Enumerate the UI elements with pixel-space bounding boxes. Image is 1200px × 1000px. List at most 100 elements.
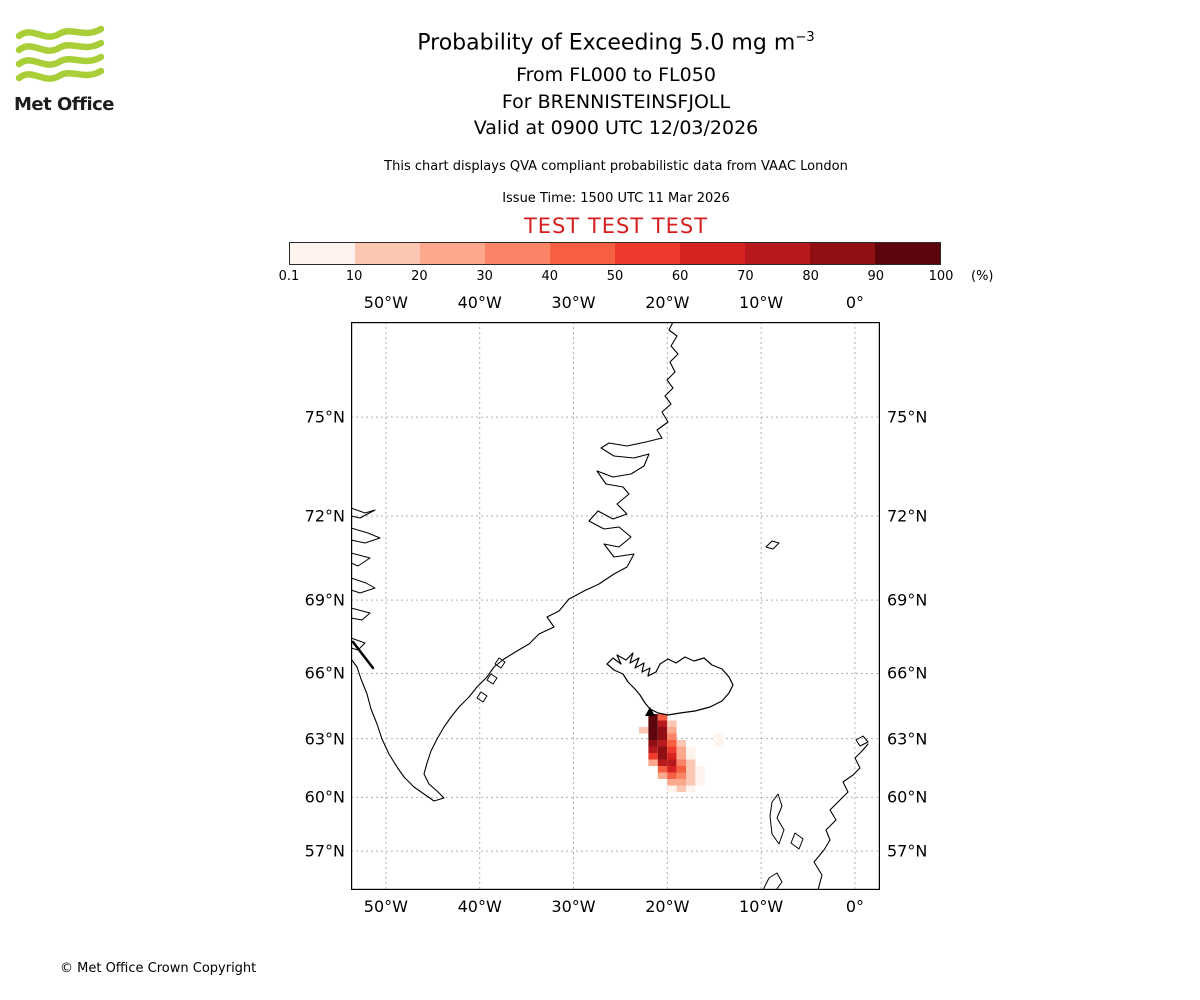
volcano-marker — [645, 707, 655, 716]
plume-cell — [686, 759, 696, 766]
longitude-tick-bottom: 40°W — [457, 897, 502, 916]
logo-wave — [15, 53, 105, 68]
colorbar-tick-label: 50 — [606, 269, 624, 284]
jan-mayen — [765, 540, 780, 550]
longitude-tick-top: 40°W — [457, 293, 502, 312]
colorbar-tick-label: 40 — [541, 269, 559, 284]
logo-wave — [15, 67, 105, 82]
chart-title-main: Probability of Exceeding 5.0 mg m — [417, 30, 796, 56]
volcano-line: For BRENNISTEINSFJOLL — [501, 91, 731, 113]
plume-cell — [676, 753, 686, 760]
offshore-islet-1 — [494, 657, 506, 669]
colorbar-segment-9 — [810, 243, 875, 264]
met-office-logo-text: Met Office — [14, 94, 115, 115]
plume-cell — [686, 772, 696, 779]
map-svg — [351, 322, 880, 890]
offshore-islet-3 — [476, 691, 488, 703]
plume-cell — [657, 766, 668, 773]
plume-cell — [686, 766, 696, 773]
colorbar-tick-label: 90 — [867, 269, 885, 284]
plume-cell — [667, 779, 677, 786]
plume-cell — [657, 772, 668, 779]
skye-islet — [790, 832, 804, 850]
longitude-tick-top: 10°W — [739, 293, 784, 312]
latitude-tick-right: 63°N — [887, 729, 928, 749]
colorbar-segment-3 — [420, 243, 485, 264]
plume-cell — [648, 733, 658, 740]
longitude-tick-bottom: 30°W — [551, 897, 596, 916]
logo-wave — [15, 25, 105, 40]
met-office-logo: Met Office — [14, 22, 134, 115]
plume-cell — [648, 740, 658, 747]
colorbar-segment-1 — [290, 243, 355, 264]
colorbar-unit-label: (%) — [971, 269, 994, 284]
qva-info-line: This chart displays QVA compliant probab… — [384, 159, 848, 174]
met-office-waves-icon — [15, 25, 105, 82]
plume-cell — [648, 727, 658, 734]
plume-cell — [676, 766, 686, 773]
plume-cell — [667, 772, 677, 779]
plume-cell — [676, 785, 686, 792]
latitude-tick-left: 75°N — [304, 407, 345, 427]
plume-cell — [714, 740, 724, 747]
scotland-mainland — [813, 743, 869, 890]
plume-cell — [667, 753, 677, 760]
plume-cell — [667, 746, 677, 753]
orkney-islet — [855, 735, 869, 747]
plume-cell — [667, 727, 677, 734]
latitude-tick-left: 66°N — [304, 663, 345, 683]
logo-wave — [15, 39, 105, 54]
longitude-tick-bottom: 50°W — [363, 897, 408, 916]
plume-cell — [686, 785, 696, 792]
map-border — [351, 322, 880, 890]
longitude-tick-top: 0° — [845, 293, 865, 312]
latitude-tick-left: 63°N — [304, 729, 345, 749]
latitude-tick-left: 60°N — [304, 787, 345, 807]
colorbar — [289, 242, 941, 265]
colorbar-tick-label: 10 — [345, 269, 363, 284]
plume-cell — [714, 733, 724, 740]
flight-level-line: From FL000 to FL050 — [516, 64, 716, 86]
coast-fragment-bottom-edge — [762, 872, 783, 890]
plume-cell — [676, 746, 686, 753]
chart-title: Probability of Exceeding 5.0 mg m−3 — [26, 30, 1200, 55]
plume-cell — [657, 753, 668, 760]
plume-cell — [695, 779, 705, 786]
colorbar-tick-label: 70 — [737, 269, 754, 284]
longitude-tick-top: 20°W — [645, 293, 690, 312]
plume-cell — [648, 746, 658, 753]
colorbar-tick-label: 80 — [802, 269, 819, 284]
plume-cell — [667, 759, 677, 766]
latitude-tick-right: 75°N — [887, 407, 928, 427]
chart-title-exponent: −3 — [795, 30, 815, 45]
plume-cell — [667, 740, 677, 747]
colorbar-segment-2 — [355, 243, 420, 264]
plume-cell — [657, 733, 668, 740]
plume-cell — [657, 746, 668, 753]
iceland — [606, 652, 734, 716]
longitude-tick-top: 30°W — [551, 293, 596, 312]
latitude-tick-left: 69°N — [304, 590, 345, 610]
longitude-tick-bottom: 0° — [845, 897, 865, 916]
plume-cell — [695, 766, 705, 773]
plume-cell — [657, 714, 668, 721]
latitude-tick-right: 66°N — [887, 663, 928, 683]
plume-cell — [695, 772, 705, 779]
plume-cell — [667, 720, 677, 727]
plume-cell — [686, 753, 696, 760]
plume-cell — [667, 785, 677, 792]
plume-cell — [686, 779, 696, 786]
plume-cell — [676, 740, 686, 747]
plume-cell — [686, 746, 696, 753]
latitude-tick-left: 72°N — [304, 506, 345, 526]
greenland-west-fjord-4 — [351, 577, 376, 594]
latitude-tick-left: 57°N — [304, 841, 345, 861]
colorbar-tick-label: 0.1 — [278, 269, 300, 284]
plume-cell — [667, 733, 677, 740]
colorbar-segment-7 — [680, 243, 745, 264]
outer-hebrides — [769, 793, 785, 845]
copyright-notice: © Met Office Crown Copyright — [60, 961, 257, 976]
plume-cell — [648, 759, 658, 766]
plume-cell — [648, 714, 658, 721]
